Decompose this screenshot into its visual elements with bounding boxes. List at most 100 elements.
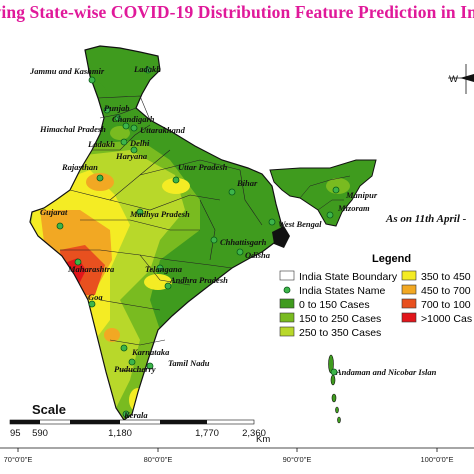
scale-tick-label: 2,360 <box>242 428 266 439</box>
state-label-maharashtra: Maharashtra <box>67 264 115 274</box>
legend-item: 0 to 150 Cases <box>279 298 370 311</box>
state-marker <box>120 344 128 352</box>
legend-swatch <box>401 298 417 309</box>
state-labels: Jammu and Kashmir Ladakh Punjab Chandiga… <box>29 64 437 420</box>
state-marker <box>144 66 152 74</box>
state-marker <box>74 258 82 266</box>
state-label-kerala: Kerala <box>123 410 148 420</box>
state-label-chhattisgarh: Chhattisgarh <box>220 237 267 247</box>
state-label-ladakh: Ladakh <box>133 64 161 74</box>
state-label-puducherry: Puducherry <box>114 364 156 374</box>
scale-title: Scale <box>32 402 66 417</box>
state-marker <box>228 188 236 196</box>
state-label-andhra-pradesh: Andhra Pradesh <box>169 275 228 285</box>
state-marker <box>332 186 340 194</box>
state-label-bihar: Bihar <box>236 178 258 188</box>
state-label-madhya-pradesh: Madhya Pradesh <box>129 209 190 219</box>
legend-label: India States Name <box>299 285 386 297</box>
state-marker <box>128 358 136 366</box>
state-marker <box>172 176 180 184</box>
state-marker <box>122 122 130 130</box>
state-label-rajasthan: Rajasthan <box>61 162 98 172</box>
longitude-axis: 70°0'0"E 80°0'0"E 90°0'0"E 100°0'0"E <box>0 447 474 464</box>
legend-item: 250 to 350 Cases <box>279 326 381 339</box>
legend-item: 700 to 100 <box>401 298 471 311</box>
state-marker <box>130 146 138 154</box>
scale-tick-label: 1,770 <box>195 428 219 439</box>
north-arrow: W <box>448 64 474 94</box>
state-marker <box>96 174 104 182</box>
legend-item: 450 to 700 <box>401 284 471 297</box>
legend-label: 250 to 350 Cases <box>299 327 381 339</box>
legend-label: 700 to 100 <box>421 299 471 311</box>
state-marker <box>122 410 130 418</box>
legend-label: >1000 Cas <box>421 313 472 325</box>
state-label-odisha: Odisha <box>245 250 271 260</box>
andaman-islands <box>328 354 341 424</box>
state-marker <box>156 264 164 272</box>
scale-tick-label: 95 <box>10 428 21 439</box>
legend-label: India State Boundary <box>299 271 398 283</box>
state-markers <box>56 66 340 418</box>
state-marker <box>114 114 122 122</box>
state-marker <box>130 124 138 132</box>
state-marker <box>88 300 96 308</box>
state-marker <box>164 282 172 290</box>
state-label-karnataka: Karnataka <box>131 347 170 357</box>
state-label-jammu-kashmir: Jammu and Kashmir <box>29 66 105 76</box>
state-marker <box>88 76 96 84</box>
legend-swatch <box>279 326 295 337</box>
state-label-west-bengal: West Bengal <box>278 219 322 229</box>
legend: Legend India State Boundary India States … <box>279 253 472 339</box>
scale-tick-label: 1,180 <box>108 428 132 439</box>
legend-swatch <box>401 270 417 281</box>
state-label-delhi: Delhi <box>129 138 150 148</box>
state-label-gujarat: Gujarat <box>40 207 68 217</box>
state-marker <box>120 138 128 146</box>
legend-item: 150 to 250 Cases <box>279 312 381 325</box>
state-boundaries <box>60 95 263 373</box>
state-label-ladakh-2: Ladakh <box>87 139 115 149</box>
state-label-punjab: Punjab <box>104 103 130 113</box>
state-marker <box>146 362 154 370</box>
legend-label: 350 to 450 <box>421 271 471 283</box>
legend-label: 0 to 150 Cases <box>299 299 370 311</box>
legend-title: Legend <box>372 253 411 265</box>
state-label-haryana: Haryana <box>115 151 148 161</box>
legend-swatch <box>283 286 291 294</box>
state-label-chandigarh: Chandigarh <box>112 114 155 124</box>
longitude-label: 70°0'0"E <box>4 455 33 464</box>
longitude-label: 80°0'0"E <box>144 455 173 464</box>
state-label-uttar-pradesh: Uttar Pradesh <box>178 162 228 172</box>
map-title: howing State-wise COVID-19 Distribution … <box>0 2 474 22</box>
state-label-andaman-nicobar: Andaman and Nicobar Islan <box>335 367 437 377</box>
legend-item: 350 to 450 <box>401 270 471 283</box>
state-marker <box>136 208 144 216</box>
legend-swatch <box>279 298 295 309</box>
state-marker <box>236 248 244 256</box>
legend-item: India State Boundary <box>279 270 398 283</box>
state-label-mizoram: Mizoram <box>337 203 370 213</box>
state-label-manipur: Manipur <box>345 190 378 200</box>
state-marker <box>210 236 218 244</box>
state-label-goa: Goa <box>88 292 103 302</box>
state-label-himachal-pradesh: Himachal Pradesh <box>39 124 106 134</box>
legend-swatch <box>401 284 417 295</box>
date-note: As on 11th April - <box>385 213 467 225</box>
longitude-label: 90°0'0"E <box>283 455 312 464</box>
state-marker <box>103 106 111 114</box>
legend-swatch <box>279 270 295 281</box>
legend-swatch <box>401 312 417 323</box>
legend-swatch <box>279 312 295 323</box>
state-marker <box>56 222 64 230</box>
state-marker <box>326 211 334 219</box>
legend-label: 450 to 700 <box>421 285 471 297</box>
state-marker <box>268 218 276 226</box>
legend-item: India States Name <box>283 285 386 297</box>
north-arrow-w: W <box>449 74 458 85</box>
longitude-label: 100°0'0"E <box>421 455 454 464</box>
state-label-telangana: Telangana <box>145 264 183 274</box>
state-label-tamil-nadu: Tamil Nadu <box>168 358 210 368</box>
